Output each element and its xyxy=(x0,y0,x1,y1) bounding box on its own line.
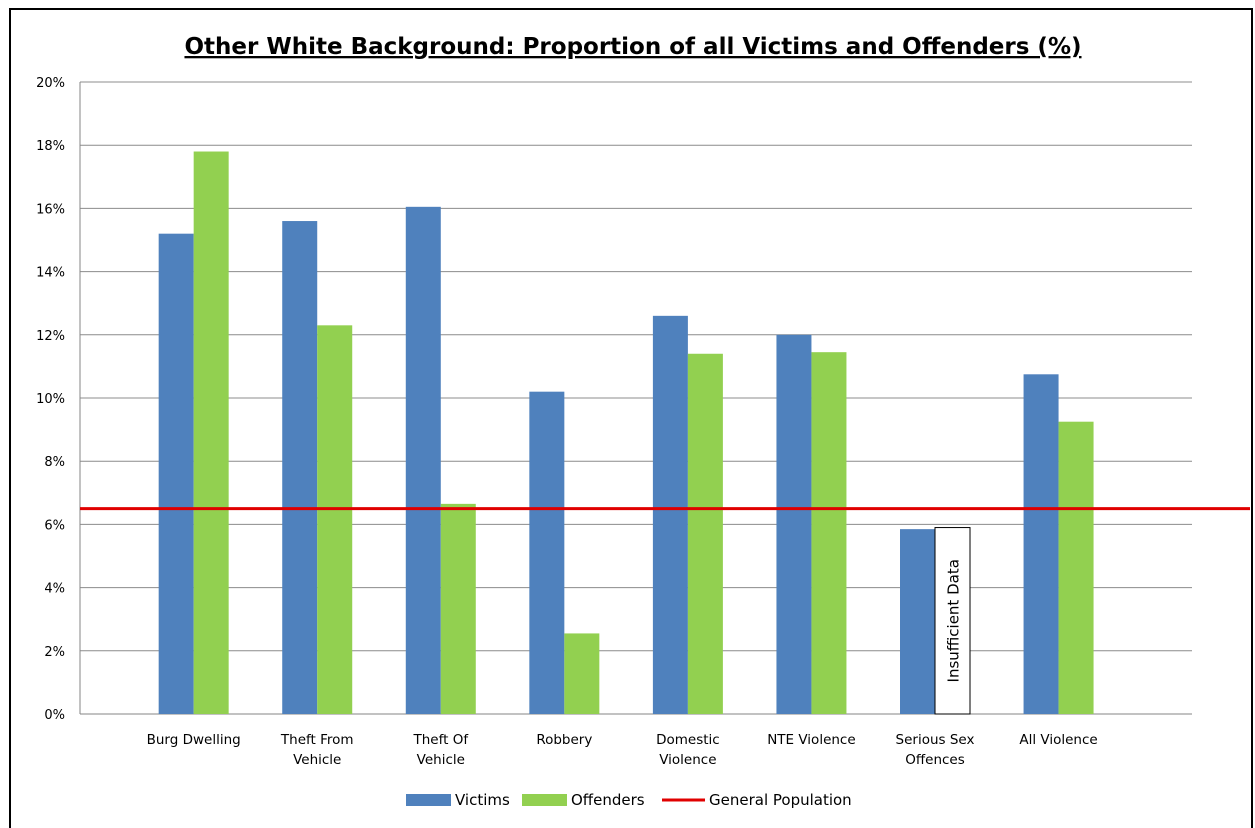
y-tick-label: 18% xyxy=(36,139,65,154)
x-category-label: Theft Of xyxy=(412,732,469,748)
insufficient-data-label: Insufficient Data xyxy=(945,559,963,682)
x-category-label: Burg Dwelling xyxy=(147,732,241,748)
y-tick-label: 2% xyxy=(44,645,65,660)
y-tick-label: 16% xyxy=(36,202,65,217)
bar-offenders xyxy=(193,151,229,714)
bar-victims xyxy=(1023,374,1059,714)
y-tick-label: 4% xyxy=(44,582,65,597)
bar-victims xyxy=(652,315,688,714)
bar-victims xyxy=(900,529,936,714)
bar-offenders xyxy=(811,352,847,714)
y-tick-label: 0% xyxy=(44,708,65,723)
bar-victims xyxy=(776,334,812,714)
bar-victims xyxy=(405,206,441,714)
bar-victims xyxy=(282,221,318,715)
legend-label-general-population: General Population xyxy=(709,791,852,809)
bar-offenders xyxy=(440,503,476,714)
x-category-label: NTE Violence xyxy=(767,732,855,748)
y-tick-label: 20% xyxy=(36,76,65,91)
x-category-label: Theft From xyxy=(280,732,354,748)
chart-title: Other White Background: Proportion of al… xyxy=(184,34,1081,60)
y-tick-label: 14% xyxy=(36,266,65,281)
x-category-label: All Violence xyxy=(1019,732,1097,748)
x-category-label: Vehicle xyxy=(293,752,341,768)
x-category-label: Serious Sex xyxy=(896,732,975,748)
legend-swatch-offenders xyxy=(522,794,567,806)
y-tick-label: 8% xyxy=(44,455,65,470)
bar-offenders xyxy=(687,353,723,714)
insufficient-data-box xyxy=(934,527,971,715)
bar-offenders xyxy=(1058,421,1094,714)
bar-offenders xyxy=(564,633,600,714)
y-tick-label: 6% xyxy=(44,518,65,533)
bar-victims xyxy=(529,391,565,714)
legend-label-offenders: Offenders xyxy=(571,791,645,809)
x-category-label: Domestic xyxy=(656,732,720,748)
x-category-label: Vehicle xyxy=(417,752,465,768)
legend-label-victims: Victims xyxy=(455,791,510,809)
x-category-label: Violence xyxy=(659,752,716,768)
y-tick-label: 10% xyxy=(36,392,65,407)
x-category-label: Robbery xyxy=(536,732,592,748)
x-category-label: Offences xyxy=(905,752,965,768)
bar-offenders xyxy=(317,325,353,714)
legend-swatch-victims xyxy=(406,794,451,806)
y-tick-label: 12% xyxy=(36,329,65,344)
bar-victims xyxy=(158,233,194,714)
